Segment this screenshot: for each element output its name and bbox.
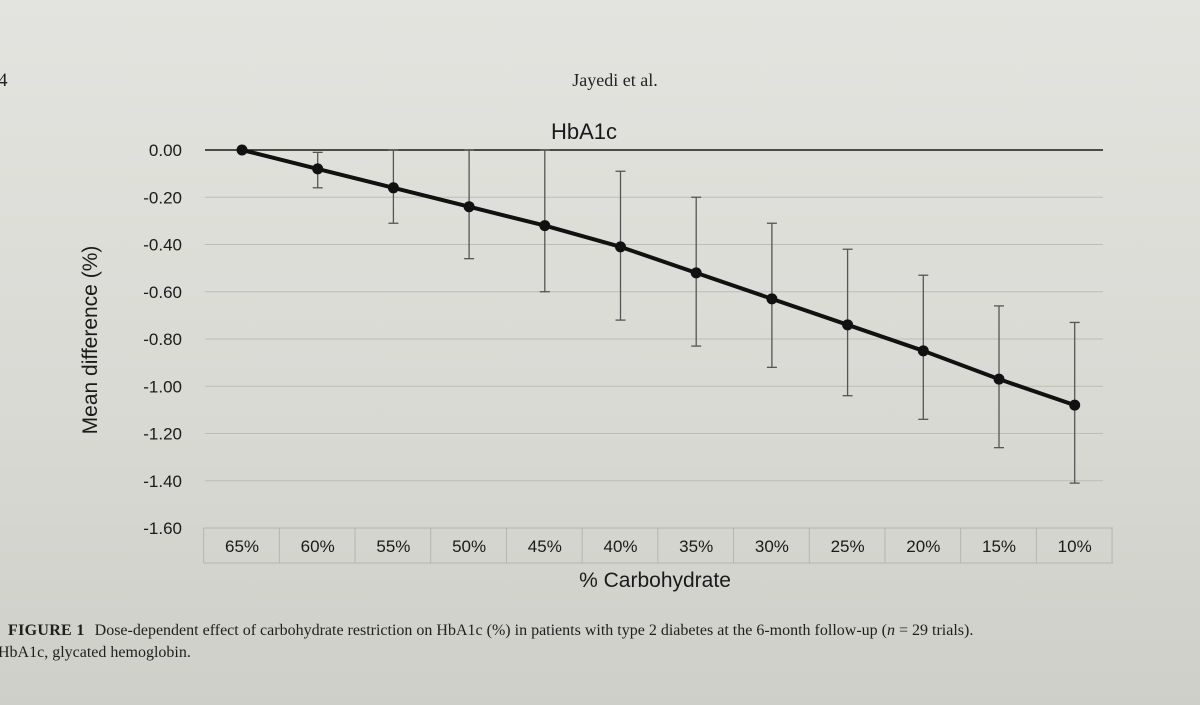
y-tick-label: -1.40 — [143, 472, 182, 491]
data-point — [917, 345, 929, 357]
data-point — [1069, 399, 1081, 411]
hba1c-chart: 65% 60% 55% 50% 45% 40% 35% 30% 25% 20% 15% 10% 0.0… — [79, 119, 1114, 592]
data-point — [387, 182, 399, 194]
x-tick-label: 60% — [301, 537, 335, 556]
chart-title: HbA1c — [551, 119, 617, 144]
x-tick-label: 35% — [679, 537, 713, 556]
x-tick-label: 45% — [528, 537, 562, 556]
y-tick-label: 0.00 — [149, 141, 182, 160]
caption-text-end: = 29 trials). — [894, 622, 974, 639]
caption-n-symbol: n — [886, 622, 895, 639]
x-tick-label: 20% — [906, 537, 940, 556]
y-axis-label: Mean difference (%) — [79, 246, 102, 435]
data-point — [993, 373, 1005, 385]
y-tick-label: -1.20 — [143, 425, 182, 444]
y-tick-label: -0.60 — [143, 283, 182, 302]
data-markers — [236, 144, 1081, 411]
series-line-path — [241, 148, 1076, 408]
series-line — [241, 148, 1076, 408]
x-axis-label: % Carbohydrate — [579, 569, 731, 592]
running-head: Jayedi et al. — [572, 70, 658, 90]
x-tick-label: 15% — [982, 537, 1016, 556]
page-number: 4 — [0, 70, 8, 91]
data-point — [539, 220, 551, 232]
y-tick-label: -1.60 — [143, 519, 182, 538]
data-point — [312, 163, 324, 175]
y-tick-label: -1.00 — [143, 377, 182, 396]
caption-label: FIGURE 1 — [8, 622, 85, 639]
y-tick-label: -0.20 — [143, 188, 182, 207]
data-point — [615, 241, 626, 253]
x-tick-label: 40% — [603, 537, 637, 556]
x-tick-label: 55% — [376, 537, 410, 556]
caption-text: Dose-dependent effect of carbohydrate re… — [94, 622, 887, 639]
x-tick-label: 10% — [1058, 537, 1092, 556]
x-tick-label: 25% — [831, 537, 865, 556]
grid-lines — [205, 149, 1103, 482]
data-point — [766, 293, 778, 305]
x-tick-label: 50% — [452, 537, 486, 556]
x-tick-label: 30% — [755, 537, 789, 556]
data-point — [463, 201, 475, 213]
x-tick-label: 65% — [225, 537, 259, 556]
data-point — [690, 267, 702, 279]
y-axis-ticks: 0.00 -0.20 -0.40 -0.60 -0.80 -1.00 -1.20 -1.40 -… — [143, 141, 182, 538]
category-table: 65% 60% 55% 50% 45% 40% 35% 30% 25% 20% 15% 10% — [203, 527, 1114, 564]
y-tick-label: -0.80 — [143, 330, 182, 349]
caption-line-2: HbA1c, glycated hemoglobin. — [0, 644, 191, 661]
y-tick-label: -0.40 — [143, 236, 182, 255]
data-point — [236, 144, 248, 156]
data-point — [842, 319, 854, 331]
